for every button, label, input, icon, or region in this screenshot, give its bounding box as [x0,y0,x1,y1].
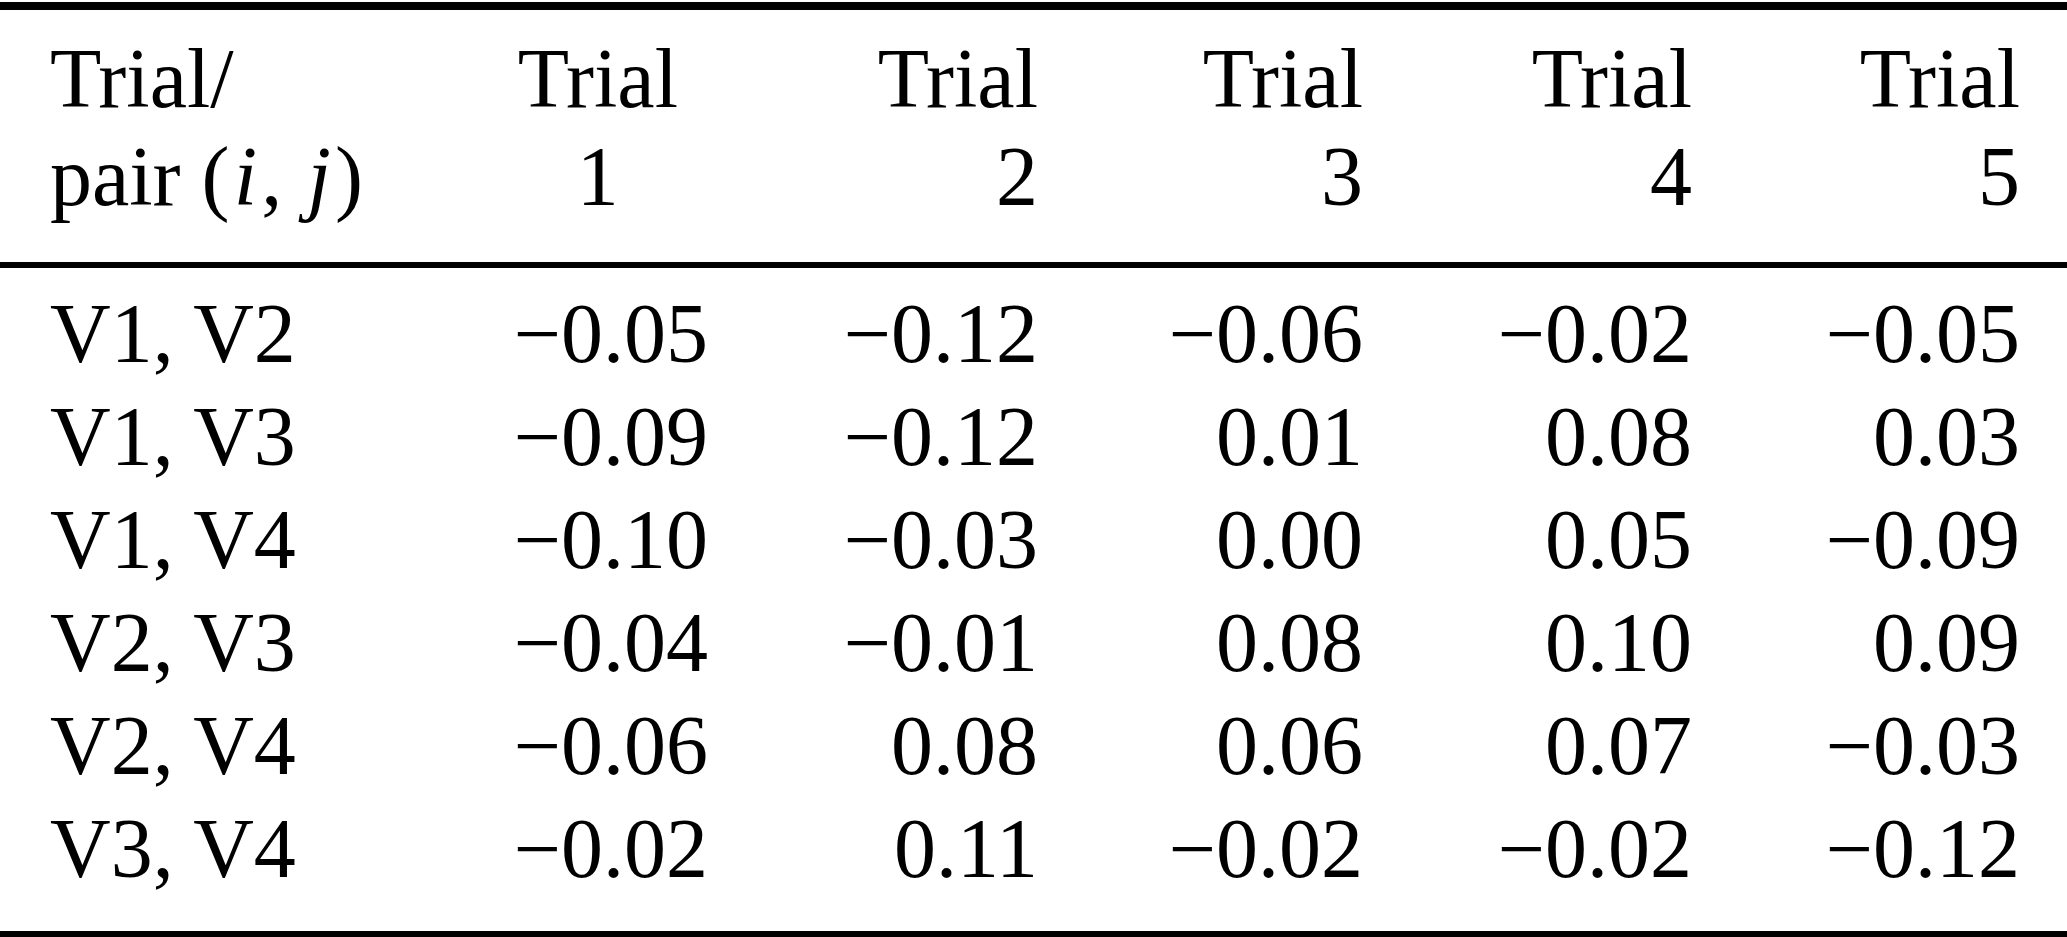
value-cell: −0.06 [1085,265,1410,385]
value-cell: 0.07 [1410,694,1739,797]
pair-column-header: Trial/ pair (i, j) [0,6,420,265]
table-row: V1, V2 −0.05−0.12−0.06−0.02−0.05 [0,265,2067,385]
value-cell: 0.08 [1085,591,1410,694]
trial-header-label: Trial [878,30,1038,128]
trial-column-header: Trial 4 [1410,6,1739,265]
value-cell: 0.10 [1410,591,1739,694]
trial-header-block: Trial 5 [1860,30,2020,226]
value-cell: 0.06 [1085,694,1410,797]
value-cell: 0.09 [1739,591,2067,694]
value-cell: −0.02 [1410,797,1739,934]
trial-header-number: 1 [518,128,678,226]
trial-header-number: 3 [1203,128,1363,226]
value-cell: 0.05 [1410,488,1739,591]
trial-header-block: Trial 3 [1203,30,1363,226]
trial-header-label: Trial [1860,30,2020,128]
value-cell: −0.06 [420,694,755,797]
value-cell: −0.09 [1739,488,2067,591]
pair-cell: V2, V3 [0,591,420,694]
table-row: V3, V4 −0.020.11−0.02−0.02−0.12 [0,797,2067,934]
value-cell: 0.11 [755,797,1085,934]
value-cell: −0.02 [1085,797,1410,934]
trial-header-block: Trial 2 [878,30,1038,226]
value-cell: −0.12 [1739,797,2067,934]
trial-column-header: Trial 1 [420,6,755,265]
value-cell: −0.03 [755,488,1085,591]
trial-header-number: 2 [878,128,1038,226]
value-cell: 0.00 [1085,488,1410,591]
pair-cell: V1, V2 [0,265,420,385]
pair-cell: V2, V4 [0,694,420,797]
value-cell: −0.02 [1410,265,1739,385]
value-cell: 0.08 [755,694,1085,797]
value-cell: −0.03 [1739,694,2067,797]
pair-header-text: pair ( [50,130,230,223]
table-row: V1, V4 −0.10−0.030.000.05−0.09 [0,488,2067,591]
table-row: V1, V3 −0.09−0.120.010.080.03 [0,385,2067,488]
pair-cell: V1, V4 [0,488,420,591]
value-cell: −0.10 [420,488,755,591]
value-cell: −0.02 [420,797,755,934]
trial-header-label: Trial [1203,30,1363,128]
value-cell: −0.05 [420,265,755,385]
trial-column-header: Trial 2 [755,6,1085,265]
pair-cell: V3, V4 [0,797,420,934]
trial-column-header: Trial 3 [1085,6,1410,265]
value-cell: 0.03 [1739,385,2067,488]
value-cell: −0.05 [1739,265,2067,385]
var-j: j [303,130,335,223]
pair-header-line1: Trial/ [50,30,420,128]
trial-column-header: Trial 5 [1739,6,2067,265]
trial-header-label: Trial [1532,30,1692,128]
value-cell: −0.04 [420,591,755,694]
table-row: V2, V4 −0.060.080.060.07−0.03 [0,694,2067,797]
trial-header-label: Trial [518,30,678,128]
value-cell: −0.12 [755,385,1085,488]
trial-header-block: Trial 1 [518,30,678,226]
paper-table-page: Trial/ pair (i, j) Trial 1 Trial 2 Trial… [0,0,2067,937]
value-cell: −0.09 [420,385,755,488]
pair-header-separator: , [261,130,303,223]
pair-header-line2: pair (i, j) [50,128,420,226]
var-i: i [230,130,262,223]
table-row: V2, V3 −0.04−0.010.080.100.09 [0,591,2067,694]
value-cell: 0.08 [1410,385,1739,488]
header-row: Trial/ pair (i, j) Trial 1 Trial 2 Trial… [0,6,2067,265]
pair-header-close-paren: ) [335,130,363,223]
pair-cell: V1, V3 [0,385,420,488]
table-body: V1, V2 −0.05−0.12−0.06−0.02−0.05 V1, V3 … [0,265,2067,934]
table-header: Trial/ pair (i, j) Trial 1 Trial 2 Trial… [0,6,2067,265]
trial-header-block: Trial 4 [1532,30,1692,226]
value-cell: 0.01 [1085,385,1410,488]
value-cell: −0.01 [755,591,1085,694]
trial-pair-correlation-table: Trial/ pair (i, j) Trial 1 Trial 2 Trial… [0,2,2067,937]
value-cell: −0.12 [755,265,1085,385]
trial-header-number: 4 [1532,128,1692,226]
trial-header-number: 5 [1860,128,2020,226]
